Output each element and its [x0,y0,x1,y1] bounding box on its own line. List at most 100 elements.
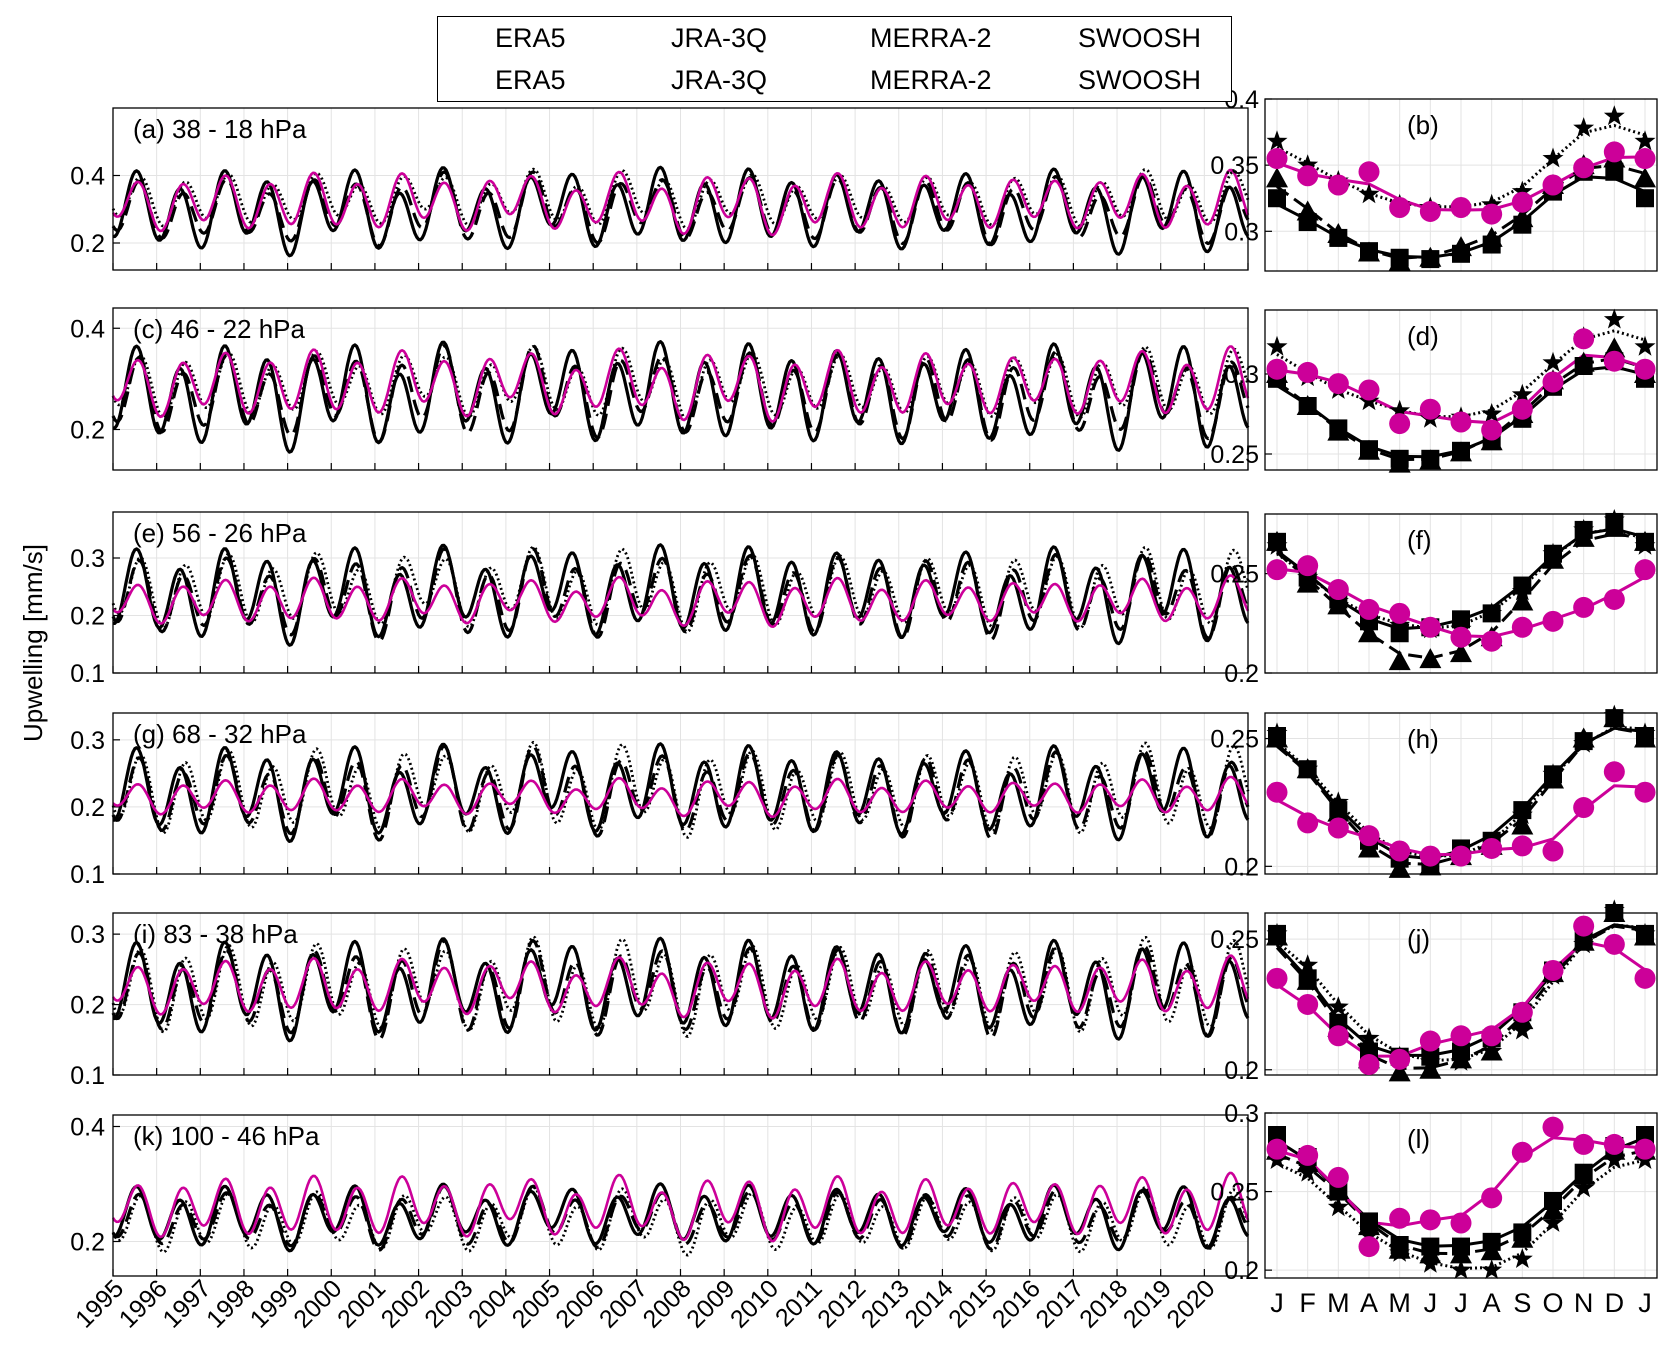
series-line-swoosh [112,775,1250,818]
clim-marker-swoosh [1389,1048,1411,1070]
clim-marker-swoosh [1327,373,1349,395]
clim-marker-merra2 [1634,335,1656,356]
clim-marker-swoosh [1511,835,1533,857]
clim-marker-swoosh [1327,1025,1349,1047]
x-tick-label: 2014 [900,1274,959,1333]
clim-marker-merra2 [1266,922,1288,943]
clim-marker-swoosh [1327,1166,1349,1188]
panel-frame [1264,1112,1658,1279]
x-tick-label: 1997 [157,1274,216,1333]
y-tick-label: 0.25 [1210,441,1259,469]
clim-marker-merra2 [1327,996,1349,1016]
clim-marker-jra3q [1511,590,1534,611]
month-tick-label: O [1542,1288,1563,1318]
clim-marker-merra2 [1603,509,1625,529]
clim-marker-swoosh [1327,817,1349,839]
clim-marker-merra2 [1358,1224,1380,1245]
clim-marker-swoosh [1573,797,1595,819]
legend-line-swoosh-label: SWOOSH [1078,23,1202,53]
panel-title: (e) 56 - 26 hPa [133,518,307,548]
clim-marker-merra2 [1389,399,1411,420]
clim-marker-jra3q [1511,207,1534,228]
clim-marker-swoosh [1481,203,1503,225]
clim-marker-swoosh [1573,915,1595,937]
x-tick-label: 2004 [463,1274,522,1333]
x-tick-label: 2016 [987,1274,1046,1333]
y-tick-label: 0.2 [1224,853,1259,881]
clim-marker-swoosh [1450,411,1472,433]
clim-marker-merra2 [1603,704,1625,725]
y-tick-label: 0.3 [1224,218,1259,246]
clim-marker-jra3q [1542,1199,1564,1220]
series-line-swoosh [111,168,1250,237]
clim-marker-swoosh [1542,610,1564,632]
clim-marker-swoosh [1266,1138,1288,1160]
clim-marker-swoosh [1358,598,1380,620]
x-tick-label: 2018 [1074,1274,1133,1333]
y-tick-label: 0.25 [1210,726,1259,754]
clim-marker-merra2 [1481,403,1503,423]
panel-frame [112,511,1249,674]
clim-marker-merra2 [1297,566,1319,587]
clim-marker-swoosh [1297,361,1319,383]
clim-marker-merra2 [1481,602,1503,623]
x-tick-label: 2006 [550,1274,609,1333]
legend-marker-jra3q-label: JRA-3Q [671,65,768,95]
month-tick-label: A [1360,1288,1378,1318]
clim-marker-swoosh [1481,1187,1503,1209]
clim-marker-merra2 [1634,534,1656,555]
clim-marker-merra2 [1542,542,1564,563]
x-tick-label: 2011 [770,1274,828,1332]
clim-marker-swoosh [1266,148,1288,170]
x-tick-label: 1998 [201,1274,260,1333]
clim-marker-merra2 [1450,1259,1472,1279]
panel-frame [1264,712,1658,875]
x-tick-label: 2012 [812,1274,871,1333]
month-tick-label: J [1454,1288,1468,1318]
clim-marker-jra3q [1572,1164,1595,1185]
clim-marker-swoosh [1542,1116,1564,1138]
timeseries-panel-3: 0.1 0.2 0.3 (g) 68 - 32 hPa [70,712,1250,889]
legend-marker-merra2-label: MERRA-2 [870,65,992,95]
series-line-swoosh [112,574,1250,628]
clim-marker-merra2 [1542,147,1564,168]
panel-frame [112,107,1249,271]
panel-title: (k) 100 - 46 hPa [133,1121,320,1151]
series-line-jra3q [111,343,1250,444]
clim-marker-merra2 [1634,922,1656,943]
clim-marker-merra2 [1603,308,1625,329]
clim-marker-merra2 [1573,1177,1595,1198]
x-tick-label: 2013 [856,1274,915,1333]
y-tick-label: 0.2 [1224,660,1259,688]
clim-marker-jra3q [1388,452,1411,473]
clim-marker-swoosh [1358,379,1380,401]
legend-marker-era5-label: ERA5 [495,65,566,95]
x-tick-label: 2001 [332,1274,391,1333]
clim-marker-swoosh [1603,933,1625,955]
clim-marker-jra3q [1296,200,1319,221]
clim-marker-jra3q [1450,441,1472,462]
clim-marker-merra2 [1573,732,1595,753]
clim-marker-jra3q [1327,420,1350,441]
clim-marker-jra3q [1634,167,1656,188]
clim-marker-swoosh [1389,602,1411,624]
clim-marker-swoosh [1603,761,1625,783]
clim-marker-swoosh [1511,616,1533,638]
legend: ERA5 JRA-3Q MERRA-2 SWOOSH ERA5 JRA-3Q M… [437,16,1232,102]
clim-marker-merra2 [1573,117,1595,137]
clim-marker-swoosh [1358,825,1380,847]
clim-marker-jra3q [1542,548,1564,569]
clim-marker-swoosh [1450,1212,1472,1234]
x-tick-label: 2008 [638,1274,697,1333]
clim-marker-merra2 [1327,590,1349,611]
clim-marker-merra2 [1511,580,1533,601]
panel-title: (h) [1407,724,1439,754]
clim-marker-swoosh [1542,959,1564,981]
y-tick-label: 0.25 [1210,1179,1259,1207]
y-tick-label: 0.2 [70,417,105,445]
y-tick-label: 0.1 [70,660,105,688]
panel-frame [112,912,1249,1076]
clim-marker-jra3q [1603,516,1626,537]
clim-marker-swoosh [1511,1001,1533,1023]
